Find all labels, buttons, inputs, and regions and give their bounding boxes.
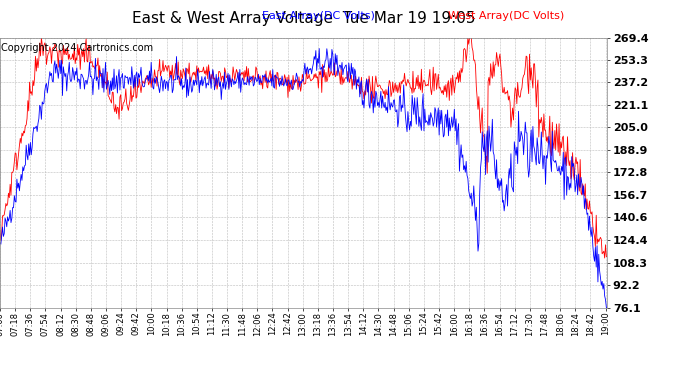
Text: Copyright 2024 Cartronics.com: Copyright 2024 Cartronics.com (1, 43, 152, 53)
Text: East Array(DC Volts): East Array(DC Volts) (262, 11, 375, 21)
Text: West Array(DC Volts): West Array(DC Volts) (448, 11, 564, 21)
Text: East & West Array Voltage  Tue Mar 19 19:05: East & West Array Voltage Tue Mar 19 19:… (132, 11, 475, 26)
